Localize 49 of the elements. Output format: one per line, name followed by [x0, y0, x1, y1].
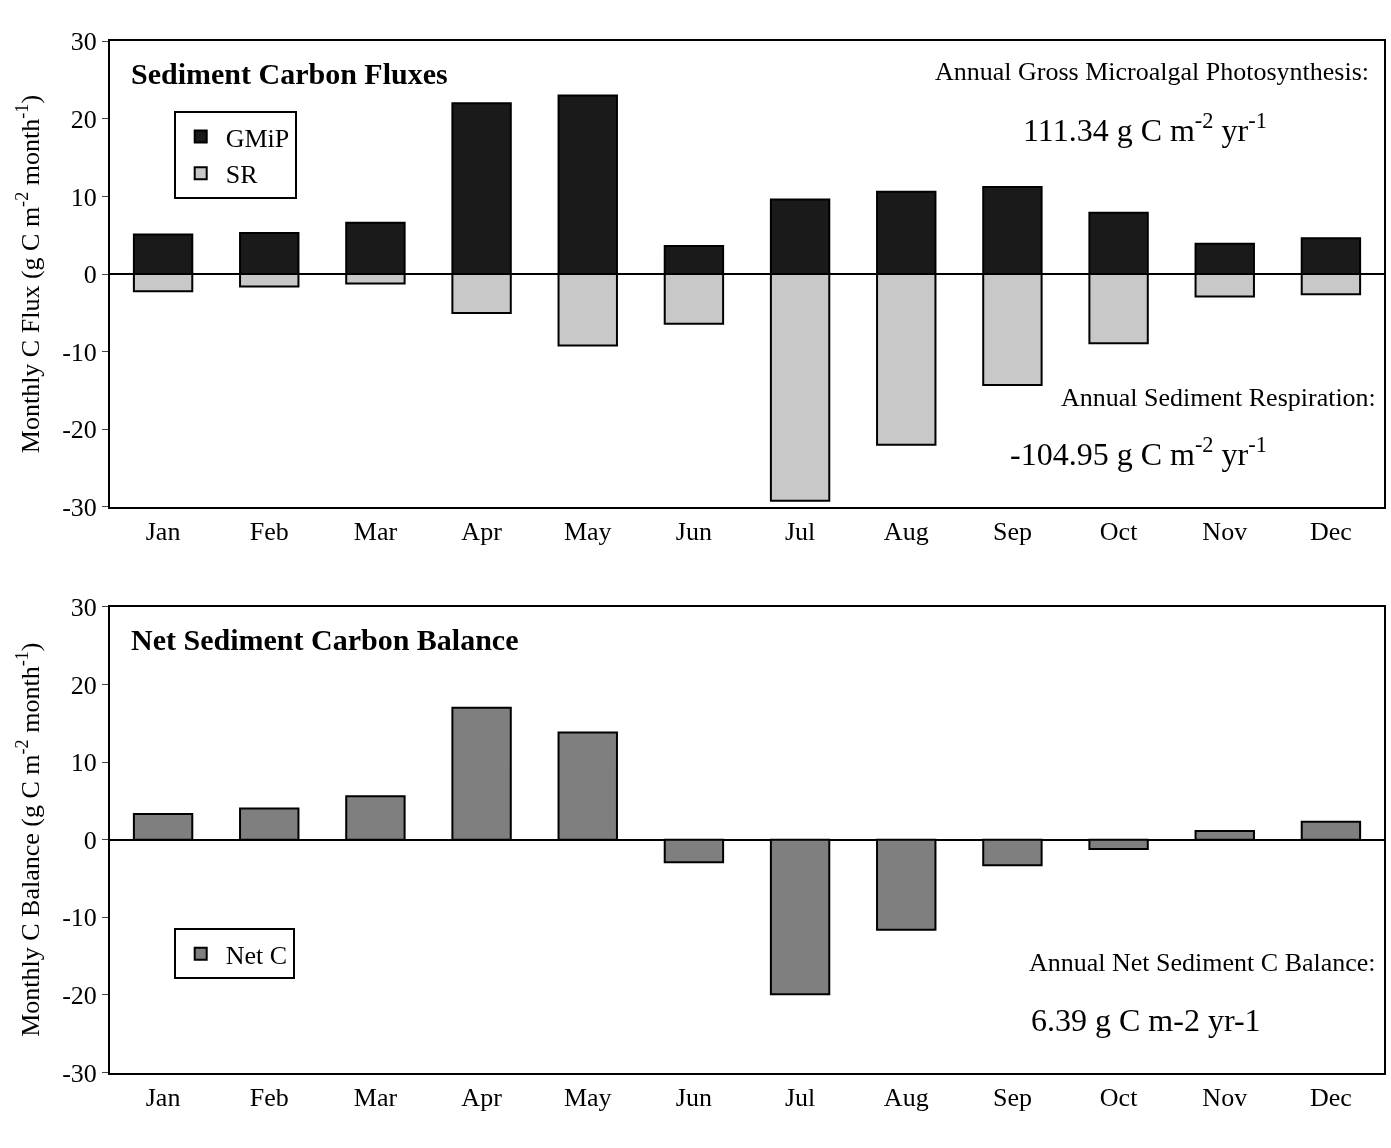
y-tick-label: -30 [62, 493, 97, 523]
x-tick-label: Jun [675, 1082, 712, 1112]
x-tick-label: Oct [1099, 517, 1139, 547]
x-tick-label: Feb [249, 1082, 289, 1112]
x-tick-label: May [563, 1082, 612, 1112]
y-tick-label: -10 [62, 337, 97, 367]
y-tick-label: 20 [70, 670, 97, 700]
x-tick-label: Jul [784, 1082, 816, 1112]
y-tick-label: 30 [70, 592, 97, 622]
x-tick-label: Mar [353, 517, 398, 547]
annotation: Annual Gross Microalgal Photosynthesis: [935, 57, 1370, 86]
y-tick-label: 20 [70, 104, 97, 134]
y-tick-label: 30 [70, 27, 97, 57]
y-tick-label: 0 [83, 260, 97, 290]
x-tick-label: Apr [461, 517, 503, 547]
text: Net Sediment Carbon Balance [131, 623, 519, 656]
x-tick-label: Jul [784, 517, 816, 547]
x-tick-label: May [563, 517, 612, 547]
annotation: Annual Sediment Respiration: [1061, 383, 1376, 412]
x-tick-label: Oct [1099, 1082, 1139, 1112]
annotation: 111.34 g C m$^{-2}$ yr$^{-1}$ [1023, 108, 1267, 149]
y-tick-label: 10 [70, 182, 97, 212]
y-tick-label: -20 [62, 981, 97, 1011]
y-tick-label: -30 [62, 1058, 97, 1088]
x-tick-label: Aug [883, 1082, 929, 1112]
annotation: 6.39 g C m-2 yr-1 [1031, 1002, 1261, 1038]
legend-label: Net C [225, 940, 288, 970]
x-tick-label: Jan [145, 517, 181, 547]
y-tick-label: -10 [62, 903, 97, 933]
x-tick-label: Sep [992, 517, 1032, 547]
x-tick-label: Feb [249, 517, 289, 547]
x-tick-label: Nov [1202, 1082, 1248, 1112]
y-tick-label: -20 [62, 415, 97, 445]
x-tick-label: Sep [992, 1082, 1032, 1112]
annotation: Annual Net Sediment C Balance: [1029, 948, 1376, 977]
y-tick-label: 10 [70, 748, 97, 778]
x-tick-label: Apr [461, 1082, 503, 1112]
x-tick-label: Jan [145, 1082, 181, 1112]
x-tick-label: Nov [1202, 517, 1248, 547]
legend-label: SR [225, 160, 259, 190]
x-tick-label: Aug [883, 517, 929, 547]
legend-label: GMiP [225, 123, 290, 153]
text: Sediment Carbon Fluxes [131, 57, 448, 90]
x-tick-label: Dec [1309, 517, 1352, 547]
annotation: -104.95 g C m$^{-2}$ yr$^{-1}$ [1010, 432, 1267, 473]
y-tick-label: 0 [83, 825, 97, 855]
x-tick-label: Jun [675, 517, 712, 547]
x-tick-label: Dec [1309, 1082, 1352, 1112]
x-tick-label: Mar [353, 1082, 398, 1112]
